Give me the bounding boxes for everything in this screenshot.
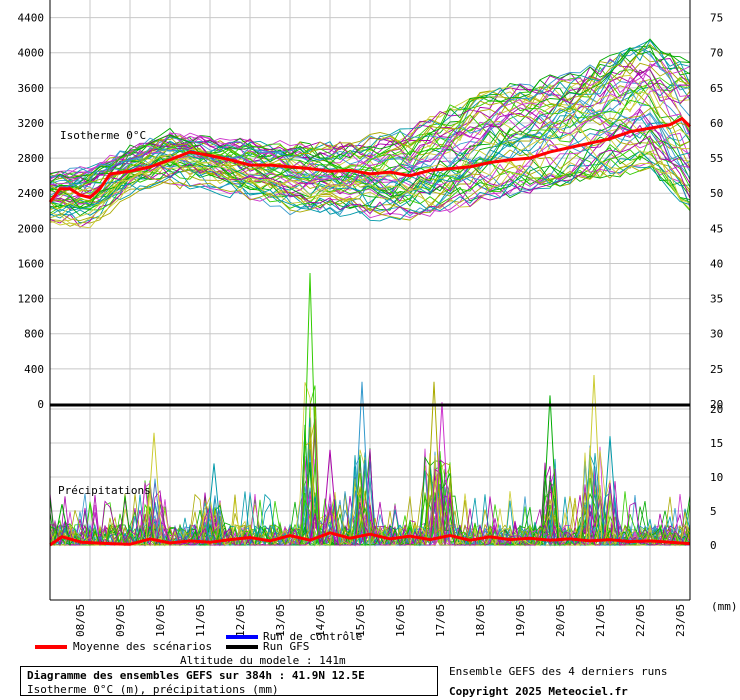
mean-lines <box>48 116 692 547</box>
isotherme-member-line <box>49 106 691 216</box>
y-right-tick: 40 <box>710 257 723 270</box>
mean-label: Moyenne des scénarios <box>73 640 213 653</box>
control-run-swatch <box>226 635 258 639</box>
precip-peak <box>425 381 443 546</box>
isotherme-member-line <box>49 46 691 198</box>
x-tick-label: 12/05 <box>234 604 247 637</box>
y-right-tick: 70 <box>710 47 723 60</box>
isotherme-member-line <box>49 157 691 214</box>
precip-tick: 0 <box>710 539 717 552</box>
y-left-tick: 2000 <box>18 222 45 235</box>
mean-swatch <box>35 645 67 649</box>
y-left-tick: 400 <box>24 363 44 376</box>
altitude-label: Altitude du modele : 141m <box>180 654 346 667</box>
x-tick-label: 14/05 <box>314 604 327 637</box>
precip-peak <box>541 395 559 546</box>
y-left-tick: 4000 <box>18 47 45 60</box>
x-tick-label: 21/05 <box>594 604 607 637</box>
footer-title: Diagramme des ensembles GEFS sur 384h : … <box>27 669 365 682</box>
isotherme-ensemble-lines <box>49 38 691 229</box>
precip-peak <box>353 381 371 546</box>
y-right-tick: 20 <box>710 398 723 411</box>
isotherme-member-line <box>49 128 691 210</box>
precip-mean-line <box>49 531 691 547</box>
x-tick-label: 11/05 <box>194 604 207 637</box>
y-left-tick: 1600 <box>18 257 45 270</box>
y-left-tick: 1200 <box>18 293 45 306</box>
chart-axes <box>49 0 691 601</box>
x-tick-label: 10/05 <box>154 604 167 637</box>
y-right-tick: 50 <box>710 187 723 200</box>
footer-runs: Ensemble GEFS des 4 derniers runs <box>449 665 668 678</box>
y-right-tick: 75 <box>710 12 723 25</box>
precip-peak <box>145 432 163 546</box>
gfs-run-swatch <box>226 645 258 649</box>
isotherme-label: Isotherme 0°C <box>60 129 146 142</box>
isotherme-member-line <box>49 39 691 208</box>
isotherme-member-line <box>49 38 691 184</box>
y-right-tick: 45 <box>710 222 723 235</box>
x-tick-label: 18/05 <box>474 604 487 637</box>
precip-member-line <box>49 418 691 547</box>
isotherme-member-line <box>49 99 691 196</box>
x-tick-label: 23/05 <box>674 604 687 637</box>
footer-subtitle: Isotherme 0°C (m), précipitations (mm) <box>27 683 279 696</box>
isotherme-member-line <box>49 84 691 200</box>
y-right-tick: 30 <box>710 328 723 341</box>
x-tick-label: 16/05 <box>394 604 407 637</box>
precip-tick: 15 <box>710 437 723 450</box>
y-left-tick: 3600 <box>18 82 45 95</box>
y-left-tick: 2800 <box>18 152 45 165</box>
isotherme-member-line <box>49 112 691 196</box>
isotherme-member-line <box>49 135 691 216</box>
x-tick-label: 08/05 <box>74 604 87 637</box>
precip-peak <box>585 374 603 546</box>
isotherme-member-line <box>49 69 691 188</box>
isotherme-member-line <box>49 160 691 222</box>
precip-label: Précipitations <box>58 484 151 497</box>
isotherme-member-line <box>49 63 691 189</box>
isotherme-member-line <box>49 153 691 222</box>
footer-copyright: Copyright 2025 Meteociel.fr <box>449 685 628 698</box>
x-tick-label: 13/05 <box>274 604 287 637</box>
gfs-run-label: Run GFS <box>263 640 310 653</box>
y-left-tick: 4400 <box>18 12 45 25</box>
isotherme-member-line <box>49 52 691 190</box>
isotherme-member-line <box>49 115 691 224</box>
control-run-label: Run de contrôle <box>263 630 363 643</box>
isotherme-mean-line <box>48 116 692 203</box>
x-tick-label: 15/05 <box>354 604 367 637</box>
y-right-tick: 60 <box>710 117 723 130</box>
y-right-tick: 55 <box>710 152 723 165</box>
x-tick-label: 17/05 <box>434 604 447 637</box>
y-left-tick: 0 <box>37 398 44 411</box>
precip-peak <box>433 402 451 546</box>
footer-box: Diagramme des ensembles GEFS sur 384h : … <box>20 666 438 696</box>
x-tick-label: 20/05 <box>554 604 567 637</box>
precip-peak <box>53 504 71 546</box>
precip-unit: (mm) <box>711 600 738 613</box>
y-left-tick: 2400 <box>18 187 45 200</box>
precip-tick: 20 <box>710 403 723 416</box>
isotherme-member-line <box>49 47 691 209</box>
isotherme-member-line <box>49 62 691 195</box>
y-right-tick: 25 <box>710 363 723 376</box>
precip-peak <box>301 272 319 546</box>
precip-tick: 10 <box>710 471 723 484</box>
precip-tick: 5 <box>710 505 717 518</box>
precip-peak <box>205 463 223 546</box>
y-right-tick: 65 <box>710 82 723 95</box>
y-left-tick: 800 <box>24 328 44 341</box>
isotherme-member-line <box>49 91 691 204</box>
precip-peak <box>321 449 339 546</box>
x-tick-label: 09/05 <box>114 604 127 637</box>
precip-peak <box>601 436 619 546</box>
x-tick-label: 19/05 <box>514 604 527 637</box>
y-left-tick: 3200 <box>18 117 45 130</box>
x-tick-label: 22/05 <box>634 604 647 637</box>
y-right-tick: 35 <box>710 293 723 306</box>
